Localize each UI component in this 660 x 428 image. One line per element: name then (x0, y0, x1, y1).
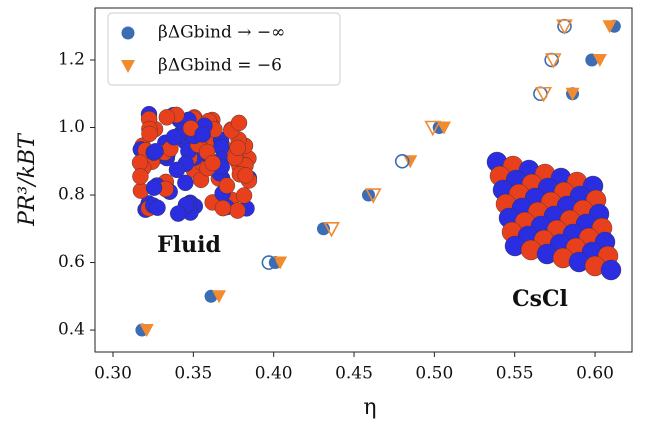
plot-frame (94, 7, 633, 353)
x-tick-label: 0.45 (335, 364, 373, 384)
particle (132, 168, 149, 185)
particle (165, 129, 183, 146)
particle-clusters (131, 105, 622, 281)
legend-label: βΔGbind → −∞ (158, 23, 285, 43)
annotation: Fluid (157, 232, 221, 258)
point (403, 155, 418, 169)
point (364, 188, 382, 204)
point (424, 120, 442, 137)
point (323, 221, 340, 238)
point (592, 53, 607, 67)
x-tick-label: 0.60 (576, 364, 614, 384)
y-tick-label: 0.4 (58, 320, 85, 340)
particle (194, 126, 211, 143)
particle (230, 114, 248, 132)
x-tick-label: 0.35 (174, 364, 212, 384)
particle (141, 125, 158, 143)
point (361, 188, 375, 202)
point (273, 256, 288, 270)
particle (168, 161, 186, 179)
particle (169, 205, 187, 222)
particle (235, 187, 253, 204)
particle (147, 143, 164, 160)
particle (229, 202, 246, 219)
legend-marker (121, 60, 135, 73)
point (544, 53, 562, 69)
x-axis-label: η (363, 395, 376, 420)
legend-marker (121, 26, 135, 40)
point (394, 153, 410, 169)
x-tick-label: 0.30 (94, 364, 132, 384)
particle (145, 179, 163, 196)
point (437, 121, 452, 135)
particle (177, 174, 194, 192)
particle (158, 109, 176, 126)
x-tick-label: 0.55 (496, 364, 534, 384)
x-tick-label: 0.40 (255, 364, 293, 384)
particle (214, 199, 232, 217)
annotation: CsCl (512, 286, 568, 312)
particle (218, 177, 236, 194)
point (139, 324, 154, 338)
particle (149, 199, 166, 216)
point (565, 87, 580, 101)
y-tick-label: 1.0 (58, 117, 85, 137)
point (602, 20, 617, 34)
x-tick-label: 0.50 (415, 364, 453, 384)
particle (600, 259, 622, 281)
particle (237, 167, 254, 184)
y-tick-label: 0.8 (58, 185, 85, 205)
point (535, 86, 552, 103)
point (556, 19, 573, 35)
point (261, 255, 277, 270)
point (212, 290, 227, 304)
y-tick-label: 0.6 (58, 252, 85, 272)
y-tick-label: 1.2 (58, 49, 85, 69)
legend-label: βΔGbind = −6 (158, 56, 282, 76)
particle (204, 154, 221, 172)
particle (229, 139, 246, 157)
legend-box (107, 12, 341, 86)
y-axis-label: PR³/kBT (15, 132, 40, 227)
